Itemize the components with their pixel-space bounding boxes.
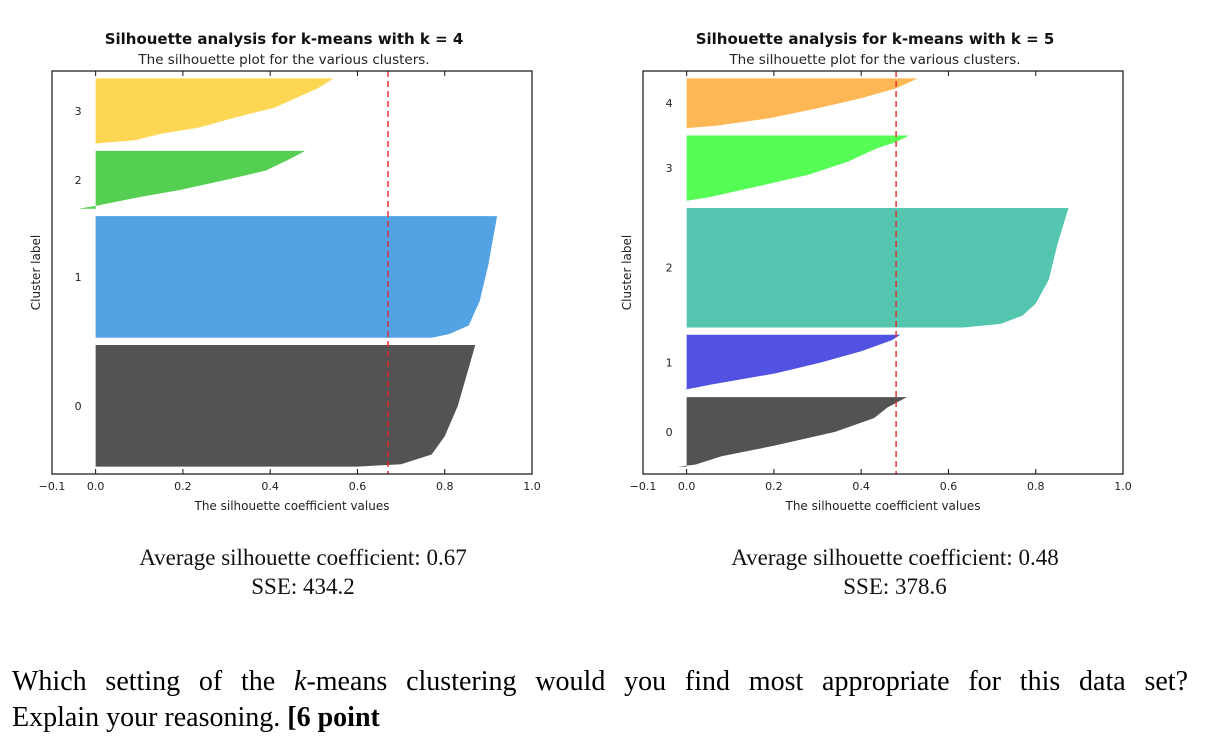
x-tick-label: 0.8	[1027, 480, 1045, 493]
x-tick-label: 0.2	[174, 480, 192, 493]
question-explain: Explain your reasoning.	[12, 702, 288, 733]
x-tick-label: 0.4	[261, 480, 279, 493]
cluster-label-4: 4	[666, 97, 673, 110]
chart-subtitle: The silhouette plot for the various clus…	[137, 52, 429, 68]
chart-title: Silhouette analysis for k-means with k =…	[696, 30, 1055, 48]
cluster-2-silhouette	[78, 150, 306, 209]
x-tick-label: 0.6	[940, 480, 958, 493]
x-axis-label: The silhouette coefficient values	[785, 499, 981, 513]
cluster-label-3: 3	[75, 105, 82, 118]
x-tick-label: 0.2	[765, 480, 783, 493]
cluster-3-silhouette	[95, 78, 334, 144]
x-tick-label: 1.0	[1114, 480, 1132, 493]
question-text-rest: -means clustering would you find most ap…	[306, 666, 1188, 697]
cluster-label-2: 2	[666, 262, 673, 275]
average-silhouette-k5: Average silhouette coefficient: 0.48	[731, 545, 1059, 570]
y-axis-label: Cluster label	[29, 235, 43, 310]
plot-frame	[642, 70, 1124, 475]
cluster-0-silhouette	[677, 397, 907, 467]
cluster-1-silhouette	[684, 334, 901, 390]
question-line-2: Explain your reasoning. [6 point	[12, 700, 380, 736]
question-k-italic: k	[294, 666, 307, 697]
x-tick-label: 0.4	[852, 480, 870, 493]
sse-k4: SSE: 434.2	[251, 574, 355, 599]
cluster-label-1: 1	[75, 271, 82, 284]
x-tick-label: 0.6	[349, 480, 367, 493]
average-silhouette-k4: Average silhouette coefficient: 0.67	[139, 545, 467, 570]
question-points: [6 point	[287, 702, 380, 733]
x-tick-label: 0.0	[678, 480, 696, 493]
cluster-3-silhouette	[686, 135, 910, 201]
x-tick-label: −0.1	[39, 480, 66, 493]
cluster-label-0: 0	[75, 400, 82, 413]
cluster-label-0: 0	[666, 426, 673, 439]
chart-subtitle: The silhouette plot for the various clus…	[728, 52, 1020, 68]
cluster-0-silhouette	[95, 345, 476, 467]
cluster-label-2: 2	[75, 174, 82, 187]
cluster-1-silhouette	[95, 216, 498, 338]
y-axis-label: Cluster label	[620, 235, 634, 310]
cluster-label-1: 1	[666, 356, 673, 369]
silhouette-chart-k5: Silhouette analysis for k-means with k =…	[620, 30, 1132, 513]
cluster-2-silhouette	[686, 208, 1069, 328]
plot-frame	[51, 70, 533, 475]
cluster-label-3: 3	[666, 162, 673, 175]
x-tick-label: 0.8	[436, 480, 454, 493]
x-tick-label: −0.1	[630, 480, 657, 493]
chart-title: Silhouette analysis for k-means with k =…	[105, 30, 464, 48]
question-line-1: Which setting of the k-means clustering …	[12, 664, 1188, 700]
x-tick-label: 0.0	[87, 480, 105, 493]
question-text: Which setting of the	[12, 666, 295, 697]
caption-k4: Average silhouette coefficient: 0.67 SSE…	[53, 543, 553, 601]
caption-k5: Average silhouette coefficient: 0.48 SSE…	[645, 543, 1145, 601]
x-tick-label: 1.0	[523, 480, 541, 493]
silhouette-chart-k4: Silhouette analysis for k-means with k =…	[29, 30, 541, 513]
x-axis-label: The silhouette coefficient values	[194, 499, 390, 513]
cluster-4-silhouette	[686, 78, 918, 129]
sse-k5: SSE: 378.6	[843, 574, 947, 599]
